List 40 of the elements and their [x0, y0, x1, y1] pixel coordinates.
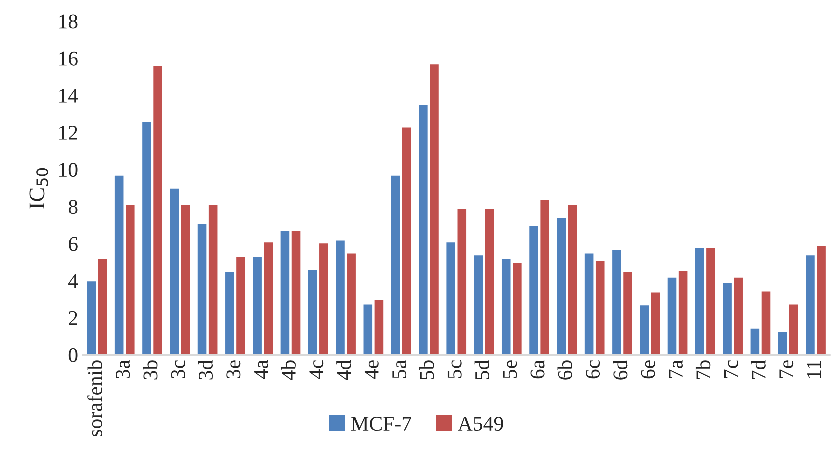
x-tick-label: 4b [281, 360, 296, 380]
x-tick-label: 6b [558, 360, 572, 380]
x-tick-label: 4e [364, 360, 379, 380]
y-tick-label: 14 [60, 88, 78, 103]
x-tick-label: 5d [474, 360, 490, 380]
x-tick-label: 3e [226, 360, 241, 379]
x-tick-label: 6a [530, 360, 545, 379]
y-tick-label: 12 [60, 126, 78, 140]
x-tick-label: 6c [586, 360, 600, 379]
y-tick-label: 6 [69, 237, 78, 252]
x-tick-label: 4c [310, 360, 324, 380]
y-tick-label: 16 [60, 52, 78, 66]
x-tick-label: 5b [420, 360, 434, 380]
y-tick-label: 10 [60, 163, 78, 178]
x-tick-label: 7d [751, 360, 766, 380]
legend-label: MCF-7 [351, 417, 412, 432]
x-tick-label: 3c [171, 360, 186, 379]
x-tick-label: 4a [254, 360, 268, 380]
y-tick-label: 18 [60, 14, 78, 29]
x-tick-label: 4d [336, 360, 352, 380]
x-tick-label: 7e [780, 360, 794, 378]
x-tick-label: 6e [641, 360, 656, 379]
x-tick-label: 5e [503, 360, 518, 378]
x-tick-label: 5c [448, 360, 462, 378]
x-tick-label: 6d [613, 360, 628, 380]
x-tick-label: 7a [669, 360, 683, 378]
y-tick-label: 4 [68, 274, 78, 288]
y-tick-label: 2 [69, 311, 78, 326]
x-tick-label: 3b [143, 360, 158, 380]
x-tick-label: 11 [807, 361, 822, 378]
x-tick-label: sorafenib [88, 360, 102, 437]
y-axis-title: IC$_{50}$ [30, 168, 48, 209]
x-tick-label: 7c [724, 360, 738, 378]
legend-label: A549 [458, 417, 504, 432]
x-tick-label: 3a [116, 360, 130, 379]
y-tick-label: 8 [68, 200, 78, 214]
x-tick-label: 5a [392, 360, 407, 378]
x-tick-label: 3d [198, 360, 214, 380]
x-tick-label: 7b [696, 360, 711, 380]
y-tick-label: 0 [68, 348, 78, 362]
